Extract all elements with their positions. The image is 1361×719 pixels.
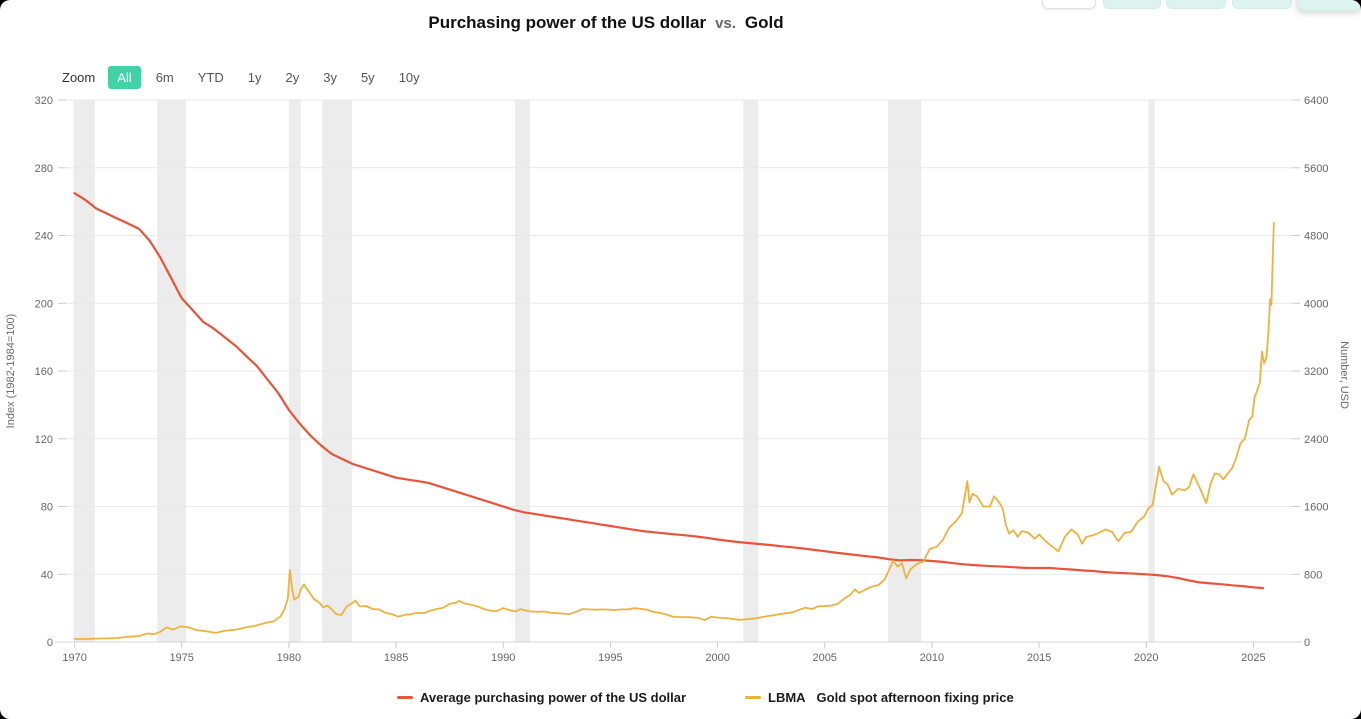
range-button-2y[interactable]: 2y — [276, 66, 308, 89]
x-axis-tick-label: 2015 — [1027, 652, 1051, 664]
right-axis-tick-label: 4000 — [1304, 298, 1328, 310]
x-axis-tick-label: 1990 — [491, 652, 515, 664]
cropped-action-button-4[interactable] — [1232, 0, 1292, 9]
cropped-action-button-2[interactable] — [1103, 0, 1161, 9]
range-button-ytd[interactable]: YTD — [189, 66, 233, 89]
left-axis-tick-label: 240 — [35, 231, 53, 243]
legend-label-dollar: Average purchasing power of the US dolla… — [420, 689, 687, 705]
left-axis-tick-label: 320 — [35, 95, 53, 107]
legend-entry-dollar[interactable]: Average purchasing power of the US dolla… — [397, 689, 686, 705]
x-axis-tick-label: 1975 — [169, 652, 193, 664]
series-line-dollar — [73, 192, 1265, 590]
legend-entry-gold[interactable]: LBMA Gold spot afternoon fixing price — [745, 689, 1014, 705]
page-title: Purchasing power of the US dollar vs. Gold — [428, 13, 783, 33]
x-axis-tick-label: 1970 — [62, 652, 86, 664]
gold-legend-dash-icon — [745, 695, 761, 699]
right-axis-title: Number, USD — [1338, 341, 1350, 409]
range-button-1y[interactable]: 1y — [239, 66, 271, 89]
right-axis-tick-label: 800 — [1304, 569, 1322, 581]
right-axis-tick-label: 0 — [1304, 637, 1310, 649]
right-axis-tick-label: 1600 — [1304, 502, 1328, 514]
left-axis-tick-label: 120 — [35, 434, 53, 446]
left-axis-tick-label: 160 — [35, 366, 53, 378]
right-axis-tick-label: 6400 — [1304, 95, 1328, 107]
range-button-5y[interactable]: 5y — [352, 66, 384, 89]
title-secondary: Gold — [744, 13, 784, 32]
cropped-action-button-3[interactable] — [1166, 0, 1226, 9]
range-button-3y[interactable]: 3y — [314, 66, 346, 89]
left-axis-tick-label: 40 — [41, 569, 53, 581]
right-axis-tick-label: 5600 — [1304, 163, 1328, 175]
x-axis-tick-label: 1995 — [598, 652, 622, 664]
legend-label-gold: Gold spot afternoon fixing price — [816, 689, 1014, 705]
title-vs: vs. — [715, 15, 736, 32]
left-axis-tick-label: 200 — [35, 298, 53, 310]
x-axis-tick-label: 2005 — [812, 652, 836, 664]
legend-label-gold-prefix: LBMA — [768, 689, 806, 705]
right-axis-tick-label: 2400 — [1304, 434, 1328, 446]
right-axis-tick-label: 4800 — [1304, 231, 1328, 243]
x-axis-tick-label: 2020 — [1134, 652, 1158, 664]
title-main: Purchasing power of the US dollar — [428, 13, 707, 32]
right-axis-tick-label: 3200 — [1304, 366, 1328, 378]
left-axis-tick-label: 0 — [47, 637, 53, 649]
range-button-10y[interactable]: 10y — [390, 66, 429, 89]
x-axis-tick-label: 1980 — [277, 652, 301, 664]
cropped-action-button-1[interactable] — [1042, 0, 1096, 9]
x-axis-tick-label: 2025 — [1241, 652, 1265, 664]
left-axis-tick-label: 80 — [41, 502, 53, 514]
range-button-all[interactable]: All — [108, 66, 141, 89]
x-axis-tick-label: 2000 — [705, 652, 729, 664]
left-axis-tick-label: 280 — [35, 163, 53, 175]
x-axis-tick-label: 2010 — [920, 652, 944, 664]
range-button-6m[interactable]: 6m — [147, 66, 183, 89]
zoom-label: Zoom — [62, 70, 96, 85]
dollar-legend-dash-icon — [397, 695, 413, 699]
left-axis-title: Index (1982-1984=100) — [5, 314, 17, 429]
x-axis-tick-label: 1985 — [384, 652, 408, 664]
zoom-toolbar: Zoom All 6m YTD 1y 2y 3y 5y 10y — [62, 66, 432, 89]
series-line-gold — [73, 221, 1275, 640]
